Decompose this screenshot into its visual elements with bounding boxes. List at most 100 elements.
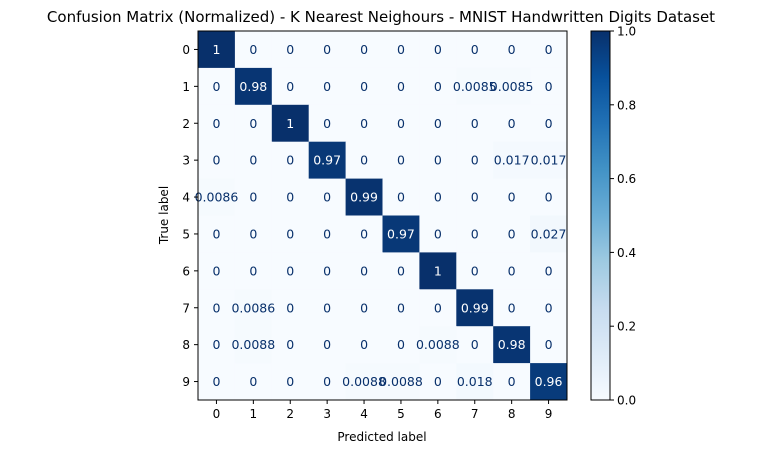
y-tick-label: 8 — [182, 338, 190, 352]
heatmap-cell — [493, 363, 531, 401]
cell-value-label: 0 — [508, 42, 516, 57]
x-tick-label: 6 — [434, 407, 442, 421]
heatmap-cell — [382, 289, 420, 327]
cell-value-label: 0 — [397, 116, 405, 131]
cell-value-label: 0 — [471, 153, 479, 168]
heatmap-cell — [234, 31, 273, 69]
cell-value-label: 0 — [212, 153, 220, 168]
cell-value-label: 0.0086 — [195, 190, 239, 205]
cell-value-label: 0 — [545, 337, 553, 352]
cell-value-label: 0 — [397, 337, 405, 352]
y-tick-label: 3 — [182, 154, 190, 168]
cell-value-label: 1 — [434, 263, 442, 278]
heatmap-cell — [530, 104, 568, 143]
heatmap-cell — [419, 252, 457, 290]
heatmap-cell — [234, 289, 273, 327]
cell-value-label: 0 — [286, 374, 294, 389]
cell-value-label: 0 — [212, 79, 220, 94]
heatmap-cell — [234, 363, 273, 401]
heatmap-cell — [530, 31, 568, 69]
cell-value-label: 0 — [508, 263, 516, 278]
y-axis-label: True label — [157, 186, 171, 245]
cell-value-label: 0.027 — [531, 226, 567, 241]
heatmap-cell — [530, 326, 568, 364]
x-tick-label: 5 — [397, 407, 405, 421]
heatmap-cell — [456, 363, 494, 401]
heatmap-cell — [271, 289, 310, 327]
cell-value-label: 0 — [249, 190, 257, 205]
cell-value-label: 0 — [471, 42, 479, 57]
heatmap-cell — [382, 178, 420, 216]
cell-value-label: 0.98 — [498, 337, 526, 352]
heatmap-cell — [271, 31, 310, 69]
colorbar-tick-label: 0.8 — [617, 98, 636, 112]
heatmap-cell — [308, 31, 347, 69]
cell-value-label: 0 — [360, 263, 368, 278]
heatmap-cell — [271, 326, 310, 364]
heatmap-cell — [456, 289, 494, 327]
y-tick-label: 4 — [182, 191, 190, 205]
cell-value-label: 0 — [471, 263, 479, 278]
heatmap-cell — [456, 104, 494, 143]
cell-value-label: 0 — [545, 300, 553, 315]
heatmap-cell — [271, 141, 310, 180]
heatmap-cell — [198, 141, 236, 180]
cell-value-label: 0.99 — [461, 300, 489, 315]
heatmap-cell — [382, 31, 420, 69]
heatmap-cell — [419, 104, 457, 143]
heatmap-cell — [493, 67, 531, 106]
cell-value-label: 0 — [360, 42, 368, 57]
heatmap-cell — [419, 326, 457, 364]
cell-value-label: 0.0085 — [490, 79, 534, 94]
heatmap-cell — [456, 215, 494, 253]
colorbar-ticks: 0.0 0.2 0.4 0.6 0.8 1.0 — [610, 25, 636, 408]
heatmap-cell — [271, 363, 310, 401]
colorbar-tick-label: 1.0 — [617, 25, 636, 39]
cell-value-label: 0 — [286, 79, 294, 94]
heatmap-cell — [308, 289, 347, 327]
y-tick-label: 9 — [182, 375, 190, 389]
heatmap-cell — [382, 363, 420, 401]
cell-value-label: 0 — [249, 116, 257, 131]
cell-value-label: 0 — [397, 300, 405, 315]
cell-value-label: 0 — [434, 42, 442, 57]
heatmap-cell — [198, 215, 236, 253]
heatmap-cell — [456, 31, 494, 69]
cell-value-label: 0 — [360, 300, 368, 315]
cell-value-label: 0 — [471, 337, 479, 352]
heatmap-cell — [493, 141, 531, 180]
cell-value-label: 0.96 — [535, 374, 563, 389]
heatmap-cell — [456, 67, 494, 106]
cell-value-label: 0.0086 — [231, 300, 275, 315]
cell-value-label: 0 — [434, 300, 442, 315]
heatmap-cell — [308, 215, 347, 253]
heatmap-cell — [382, 252, 420, 290]
heatmap-cell — [382, 104, 420, 143]
cell-value-label: 0 — [434, 79, 442, 94]
heatmap-cell — [419, 289, 457, 327]
cell-value-label: 0 — [434, 190, 442, 205]
heatmap-cell — [234, 215, 273, 253]
colorbar — [590, 30, 611, 401]
heatmap-cell — [234, 252, 273, 290]
cell-value-label: 0 — [545, 263, 553, 278]
cell-value-label: 0 — [397, 79, 405, 94]
cell-value-label: 0 — [545, 116, 553, 131]
chart-title: Confusion Matrix (Normalized) - K Neares… — [47, 8, 715, 26]
heatmap-cell — [456, 326, 494, 364]
heatmap-cell — [345, 252, 383, 290]
heatmap-cell — [345, 289, 383, 327]
cell-value-label: 0 — [434, 226, 442, 241]
cell-value-label: 0.0088 — [379, 374, 423, 389]
heatmap-cell — [419, 31, 457, 69]
heatmap-cell — [493, 104, 531, 143]
heatmap-cell — [419, 363, 457, 401]
x-axis-label: Predicted label — [337, 430, 426, 444]
cell-value-label: 0 — [323, 226, 331, 241]
heatmap-cell — [308, 141, 347, 180]
colorbar-tick-label: 0.0 — [617, 394, 636, 408]
cell-value-label: 0 — [323, 116, 331, 131]
heatmap-cell — [198, 289, 236, 327]
colorbar-tick-label: 0.4 — [617, 246, 636, 260]
heatmap-cell — [493, 31, 531, 69]
